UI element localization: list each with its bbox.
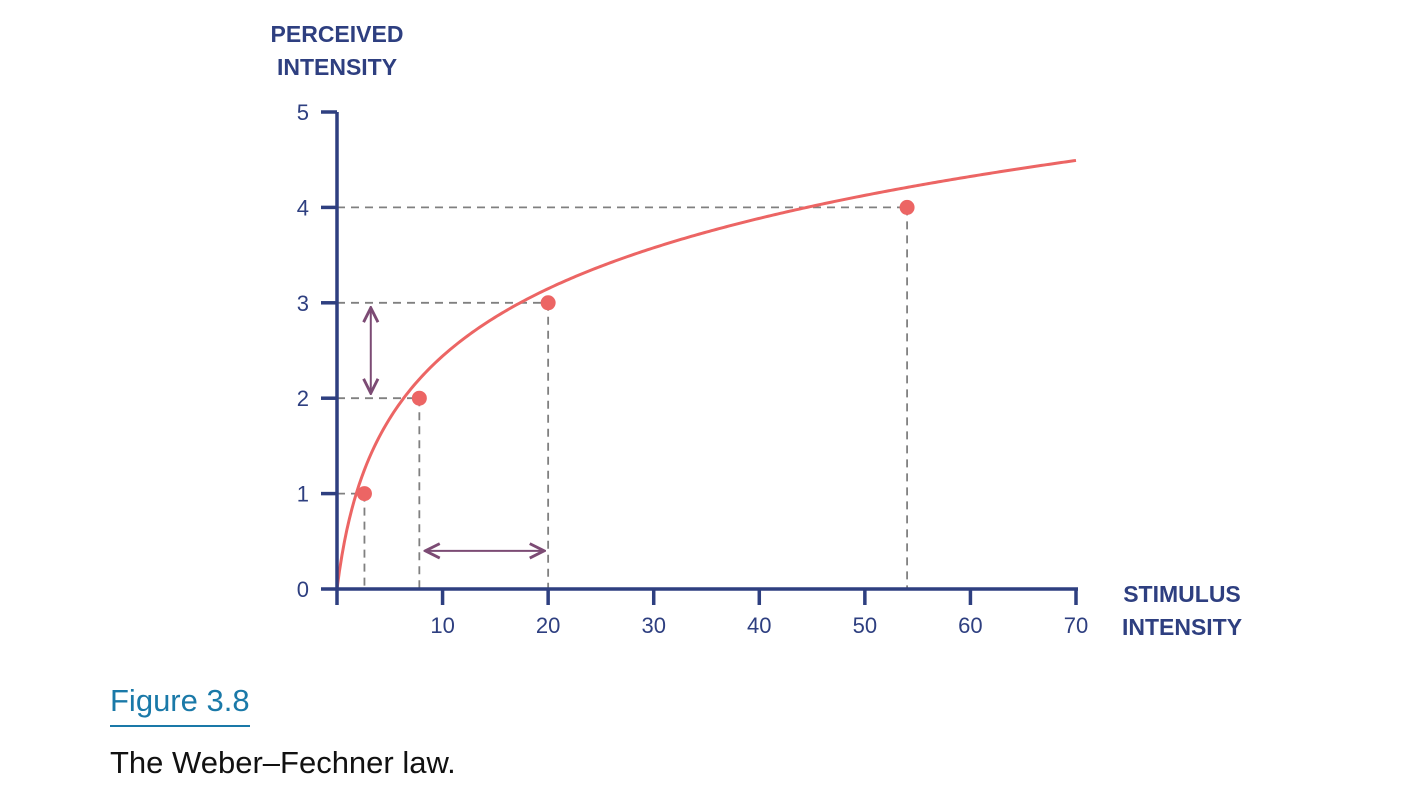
y-tick-label-2: 2 [297, 386, 309, 411]
ticks: 0 1 2 3 4 5 10 20 30 40 50 60 70 [297, 100, 1088, 638]
difference-arrows [371, 308, 544, 551]
y-axis-title-line-2: INTENSITY [277, 54, 397, 80]
x-tick-label-30: 30 [641, 613, 665, 638]
data-point-3 [540, 295, 556, 311]
x-tick-label-50: 50 [853, 613, 877, 638]
guide-lines [337, 206, 908, 589]
data-point-2 [411, 390, 427, 406]
y-tick-label-4: 4 [297, 195, 309, 220]
axes [321, 112, 1078, 605]
weber-fechner-curve [335, 158, 1077, 590]
data-points [356, 199, 915, 502]
x-tick-label-20: 20 [536, 613, 560, 638]
data-point-1 [356, 486, 372, 502]
figure-label: Figure 3.8 [110, 683, 250, 727]
curve-group [335, 158, 1077, 590]
x-tick-label-10: 10 [430, 613, 454, 638]
y-tick-label-1: 1 [297, 482, 309, 507]
y-tick-label-0: 0 [297, 577, 309, 602]
x-tick-label-40: 40 [747, 613, 771, 638]
x-axis-title-line-2: INTENSITY [1122, 614, 1242, 640]
x-axis-title-line-1: STIMULUS [1123, 581, 1241, 607]
x-tick-label-60: 60 [958, 613, 982, 638]
y-tick-label-3: 3 [297, 291, 309, 316]
y-tick-label-5: 5 [297, 100, 309, 125]
figure-caption: The Weber–Fechner law. [110, 745, 456, 780]
y-axis-title-line-1: PERCEIVED [271, 21, 404, 47]
data-point-4 [899, 199, 915, 215]
x-tick-label-70: 70 [1064, 613, 1088, 638]
